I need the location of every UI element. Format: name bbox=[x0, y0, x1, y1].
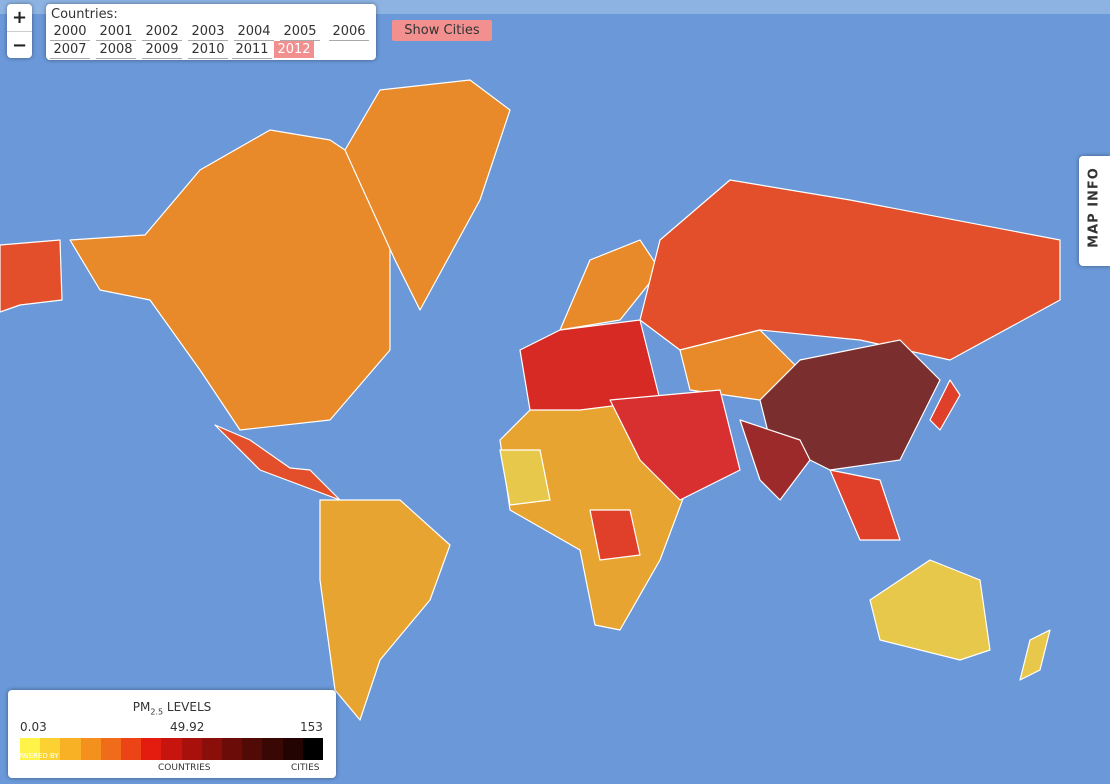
legend-swatch bbox=[262, 738, 283, 760]
legend-swatch bbox=[161, 738, 182, 760]
year-button[interactable]: 2000 bbox=[50, 23, 90, 41]
west-africa bbox=[499, 449, 551, 506]
new-zealand bbox=[1019, 629, 1051, 681]
year-button[interactable]: 2006 bbox=[329, 23, 369, 41]
zoom-in[interactable]: + bbox=[7, 4, 32, 32]
year-button[interactable]: 2009 bbox=[142, 41, 182, 59]
legend-swatch bbox=[100, 738, 121, 760]
zoom-out[interactable]: − bbox=[11, 35, 28, 56]
south-america bbox=[319, 499, 451, 721]
legend-swatch bbox=[222, 738, 243, 760]
legend-swatch bbox=[181, 738, 202, 760]
legend-swatch bbox=[302, 738, 323, 760]
year-button-active[interactable]: 2012 bbox=[274, 41, 314, 58]
legend-max: 153 bbox=[300, 720, 323, 734]
attribution-powered: POWERED BY bbox=[12, 752, 59, 760]
legend-swatch bbox=[40, 738, 61, 760]
central-africa bbox=[589, 509, 641, 561]
cities-label: CITIES bbox=[291, 763, 320, 773]
legend-title-sub: 2.5 bbox=[150, 707, 164, 717]
countries-label: COUNTRIES bbox=[158, 763, 211, 773]
year-button[interactable]: 2008 bbox=[96, 41, 136, 59]
year-button[interactable]: 2003 bbox=[188, 23, 228, 41]
selector-label: Countries: bbox=[51, 7, 118, 22]
legend-swatch bbox=[80, 738, 101, 760]
middle-east bbox=[609, 389, 741, 501]
year-button[interactable]: 2011 bbox=[232, 41, 272, 59]
map-info-label: MAP INFO bbox=[1086, 167, 1102, 248]
alaska bbox=[0, 239, 63, 313]
year-button[interactable]: 2001 bbox=[96, 23, 136, 41]
japan bbox=[929, 379, 961, 431]
legend-title: PM2.5 LEVELS bbox=[8, 700, 336, 716]
zoom-control: + − bbox=[7, 4, 32, 58]
year-button[interactable]: 2005 bbox=[280, 23, 320, 41]
scandinavia bbox=[559, 239, 661, 331]
year-selector: Countries: 2000 2001 2002 2003 2004 2005… bbox=[46, 4, 376, 60]
mexico bbox=[214, 424, 341, 501]
legend-swatch bbox=[141, 738, 162, 760]
year-button[interactable]: 2002 bbox=[142, 23, 182, 41]
legend-swatch bbox=[201, 738, 222, 760]
map-info-tab[interactable]: MAP INFO bbox=[1079, 156, 1110, 266]
legend-min: 0.03 bbox=[20, 720, 47, 734]
europe bbox=[519, 319, 661, 411]
legend-swatch bbox=[60, 738, 81, 760]
year-button[interactable]: 2004 bbox=[234, 23, 274, 41]
greenland bbox=[344, 79, 511, 311]
attribution-brand: CARTODB bbox=[12, 760, 66, 771]
legend-title-rest: LEVELS bbox=[166, 700, 212, 714]
australia bbox=[869, 559, 991, 661]
legend-swatch bbox=[242, 738, 263, 760]
legend-title-main: PM bbox=[132, 700, 151, 714]
show-cities-button[interactable]: Show Cities bbox=[392, 20, 492, 41]
legend-swatch bbox=[121, 738, 142, 760]
india bbox=[739, 419, 811, 501]
southeast-asia bbox=[829, 469, 901, 541]
year-button[interactable]: 2010 bbox=[188, 41, 228, 59]
legend-mid: 49.92 bbox=[170, 720, 205, 734]
legend-swatch bbox=[20, 738, 41, 760]
canada-usa bbox=[69, 129, 391, 431]
legend-swatch bbox=[282, 738, 303, 760]
year-button[interactable]: 2007 bbox=[50, 41, 90, 59]
russia bbox=[639, 179, 1061, 361]
legend: PM2.5 LEVELS 0.03 49.92 153 COUNTRIES CI… bbox=[8, 690, 336, 778]
